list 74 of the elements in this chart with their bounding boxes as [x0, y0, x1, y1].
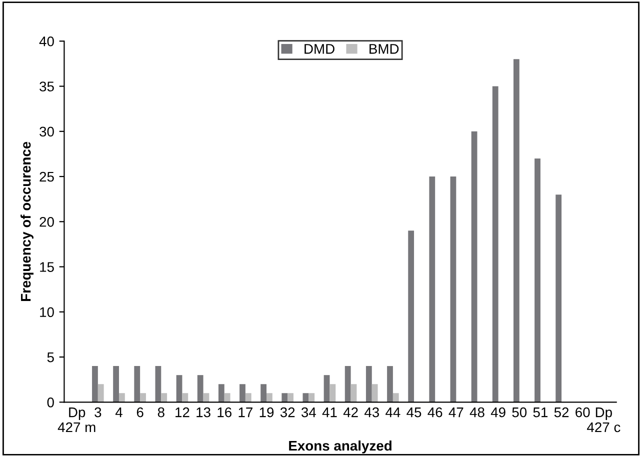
y-tick-label: 30 — [40, 126, 54, 137]
x-tick-label: 48 — [470, 407, 484, 418]
bar — [282, 393, 288, 402]
bar — [224, 393, 230, 402]
x-tick-label: 52 — [554, 407, 569, 418]
bar — [492, 86, 498, 402]
bar — [92, 366, 98, 402]
x-tick-label: 17 — [238, 408, 252, 418]
bar — [372, 384, 378, 402]
x-tick-label: Dp 427 m — [58, 408, 96, 432]
x-tick-label: 49 — [490, 407, 506, 418]
bar — [182, 393, 188, 402]
bar — [240, 384, 246, 402]
x-axis-title: Exons analyzed — [289, 440, 392, 454]
x-tick-label: 46 — [428, 407, 442, 418]
bar — [392, 393, 399, 402]
bar — [161, 393, 168, 402]
bar — [366, 366, 372, 402]
bar — [288, 393, 294, 402]
bar — [140, 393, 146, 402]
bar — [350, 384, 357, 402]
bar — [266, 393, 272, 402]
x-tick-label: 34 — [301, 407, 316, 418]
bar — [308, 393, 315, 402]
x-tick-label: 8 — [158, 407, 164, 418]
bar — [98, 384, 104, 402]
bar — [118, 393, 125, 402]
x-tick-label: 41 — [322, 408, 337, 418]
y-tick-label: 25 — [40, 172, 54, 182]
bar — [450, 176, 456, 402]
bar — [197, 375, 204, 402]
bar — [344, 366, 351, 402]
x-tick-label: 19 — [260, 407, 274, 418]
x-tick-label: 43 — [364, 407, 379, 418]
bar — [245, 393, 252, 402]
bar — [330, 384, 336, 402]
x-tick-label: 12 — [176, 407, 190, 418]
bar — [513, 59, 520, 402]
bar — [176, 375, 182, 402]
bar — [134, 366, 140, 402]
bar — [408, 230, 414, 402]
x-tick-label: 51 — [533, 408, 548, 418]
bar — [260, 384, 267, 402]
bar — [556, 194, 562, 402]
x-tick-label: 47 — [448, 408, 464, 418]
bar — [324, 375, 330, 402]
x-tick-label: 13 — [196, 407, 210, 418]
x-tick-label: 44 — [386, 408, 400, 418]
bar — [429, 176, 436, 402]
bar — [113, 366, 119, 402]
bar — [218, 384, 224, 402]
x-tick-label: 32 — [280, 407, 295, 418]
x-tick-label: 6 — [136, 407, 144, 418]
bar — [302, 393, 309, 402]
y-tick-label: 35 — [40, 82, 54, 92]
y-tick-label: 0 — [47, 397, 54, 408]
x-tick-label: 3 — [94, 407, 102, 418]
bar — [387, 366, 393, 402]
x-tick-label: 16 — [218, 407, 232, 418]
legend-label: BMD — [370, 44, 399, 54]
x-tick-label: 45 — [406, 408, 422, 418]
y-tick-label: 5 — [47, 352, 54, 362]
y-tick-label: 10 — [40, 307, 54, 318]
bar — [534, 158, 540, 402]
y-axis-title: Frequency of occurence — [20, 142, 34, 301]
x-tick-label: 50 — [512, 407, 527, 418]
x-tick-label: 42 — [343, 407, 358, 418]
bar — [155, 366, 162, 402]
bar — [471, 131, 478, 402]
y-tick-label: 40 — [39, 36, 54, 46]
y-tick-label: 15 — [40, 262, 54, 272]
legend-label: DMD — [304, 44, 334, 54]
y-tick-label: 20 — [40, 216, 54, 227]
x-tick-label: 4 — [115, 408, 122, 418]
